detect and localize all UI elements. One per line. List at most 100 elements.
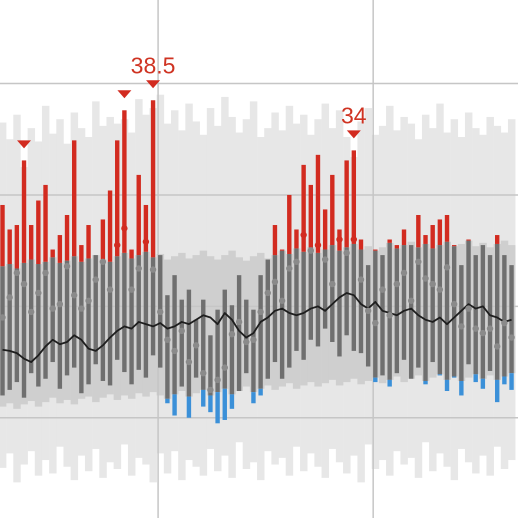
mean-dot <box>329 280 336 288</box>
temp-bar <box>451 246 457 377</box>
temp-bar-below <box>387 379 392 387</box>
temp-bar <box>495 243 500 380</box>
mean-dot <box>214 376 221 384</box>
mean-dot <box>379 286 386 293</box>
temp-bar-above <box>358 239 364 250</box>
temp-bar-above <box>272 225 278 256</box>
record-marker <box>146 80 161 89</box>
temp-bar-below <box>437 374 443 376</box>
mean-dot <box>494 343 501 350</box>
mean-dot <box>164 336 171 343</box>
mean-dot <box>508 334 515 341</box>
mean-dot <box>27 308 35 316</box>
temp-bar <box>315 252 321 347</box>
temp-bar-above <box>294 229 299 249</box>
mean-dot <box>400 269 408 277</box>
temp-bar <box>394 248 400 374</box>
temp-bar <box>301 251 306 360</box>
mean-dot <box>121 225 128 232</box>
temp-bar-above <box>351 150 357 244</box>
temp-bar-above <box>430 225 435 249</box>
temp-bar-below <box>509 373 514 390</box>
mean-dot <box>135 265 142 272</box>
mean-dot <box>393 280 401 288</box>
mean-dot <box>56 300 64 308</box>
temp-bar-above <box>64 214 70 261</box>
mean-dot <box>293 258 300 265</box>
temp-bar-above <box>150 100 156 258</box>
temp-bar <box>86 258 91 385</box>
temp-bar-above <box>394 245 400 249</box>
mean-dot <box>114 241 121 249</box>
temp-bar-above <box>100 219 106 260</box>
mean-dot <box>264 289 271 297</box>
mean-dot <box>128 286 135 293</box>
temp-bar <box>308 247 313 340</box>
mean-dot <box>178 327 185 335</box>
temp-bar-above <box>21 160 27 263</box>
mean-dot <box>257 308 264 316</box>
temp-bar-above <box>43 184 48 262</box>
temp-bar <box>172 275 177 395</box>
temp-bar-above <box>57 235 63 263</box>
temp-bar-above <box>50 249 55 258</box>
mean-dot <box>343 249 350 257</box>
temp-bar-above <box>136 174 141 256</box>
mean-dot <box>271 278 279 286</box>
temp-bar <box>408 245 414 379</box>
mean-dot <box>85 297 92 304</box>
temp-bar <box>487 255 493 371</box>
temp-bar <box>502 255 507 377</box>
temp-bar <box>43 261 48 379</box>
temp-bar-above <box>437 219 443 246</box>
temp-bar-below <box>495 379 500 403</box>
mean-dot <box>106 286 114 293</box>
mean-dot <box>221 364 228 371</box>
temp-bar-above <box>423 235 428 244</box>
temp-bar <box>265 259 270 379</box>
mean-dot <box>458 323 465 330</box>
temp-bar-above <box>122 110 127 253</box>
temp-bar-below <box>480 378 486 389</box>
temp-bar-above <box>416 214 421 248</box>
temp-bar <box>100 259 106 381</box>
temp-bar-above <box>315 154 321 253</box>
temp-bar <box>64 260 70 376</box>
mean-dot <box>250 336 257 343</box>
mean-dot <box>307 247 314 254</box>
temp-bar-above <box>86 225 91 259</box>
mean-dot <box>278 297 286 304</box>
temp-bar <box>193 319 199 378</box>
temp-bar <box>93 255 98 365</box>
temp-bar-below <box>186 396 192 418</box>
temp-bar <box>36 264 41 387</box>
mean-dot <box>386 312 393 319</box>
temp-bar-above <box>279 249 285 251</box>
mean-dot <box>149 266 157 273</box>
temp-bar-above <box>0 204 5 267</box>
temp-bar <box>480 245 486 379</box>
mean-dot <box>192 342 200 349</box>
temp-bar-above <box>14 225 20 269</box>
mean-dot <box>357 276 365 283</box>
temp-bar-above <box>444 214 450 242</box>
temp-bar <box>322 249 328 329</box>
temp-bar-above <box>301 164 306 252</box>
mean-dot <box>63 263 71 270</box>
temp-bar-above <box>115 140 120 257</box>
mean-dot <box>20 280 28 288</box>
temp-bar-below <box>222 388 227 420</box>
temp-bar <box>107 261 113 386</box>
temp-bar <box>444 241 450 380</box>
temp-bar-below <box>172 394 177 416</box>
temp-bar <box>201 299 206 390</box>
temp-bar <box>79 261 84 394</box>
temp-bar <box>279 250 285 379</box>
temp-bar <box>258 275 263 389</box>
temp-bar <box>179 299 184 387</box>
temp-bar-below <box>373 377 378 383</box>
temp-bar-above <box>330 174 335 246</box>
mean-dot <box>0 314 6 321</box>
temp-bar-below <box>473 374 478 383</box>
